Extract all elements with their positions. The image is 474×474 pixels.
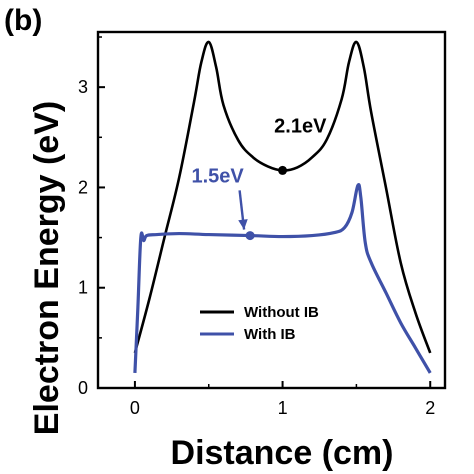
x-tick-label: 2 [425, 398, 435, 418]
series-layer [133, 40, 432, 374]
ticks: 0 1 2 0 1 2 3 [78, 36, 435, 418]
legend: Without IB With IB [200, 304, 319, 343]
annotation-label: 2.1eV [274, 115, 327, 137]
y-axis-title: Electron Energy (eV) [28, 101, 66, 435]
legend-label: Without IB [244, 304, 319, 321]
y-tick-label: 0 [78, 378, 88, 398]
x-tick-label: 0 [130, 398, 140, 418]
y-tick-label: 1 [78, 278, 88, 298]
y-tick-label: 3 [78, 77, 88, 97]
annotation-label: 1.5eV [191, 165, 244, 187]
annotation-arrow-head [238, 219, 248, 230]
x-tick-label: 1 [278, 398, 288, 418]
legend-label: With IB [244, 326, 296, 343]
series-line-with-ib [133, 183, 432, 374]
panel-label: (b) [4, 4, 42, 37]
annotation-layer: 2.1eV 1.5eV [191, 115, 327, 230]
plot-frame [96, 30, 447, 390]
x-axis-title: Distance (cm) [171, 434, 394, 472]
data-point-marker [278, 165, 288, 175]
data-point-marker [245, 231, 255, 241]
y-tick-label: 2 [78, 177, 88, 197]
